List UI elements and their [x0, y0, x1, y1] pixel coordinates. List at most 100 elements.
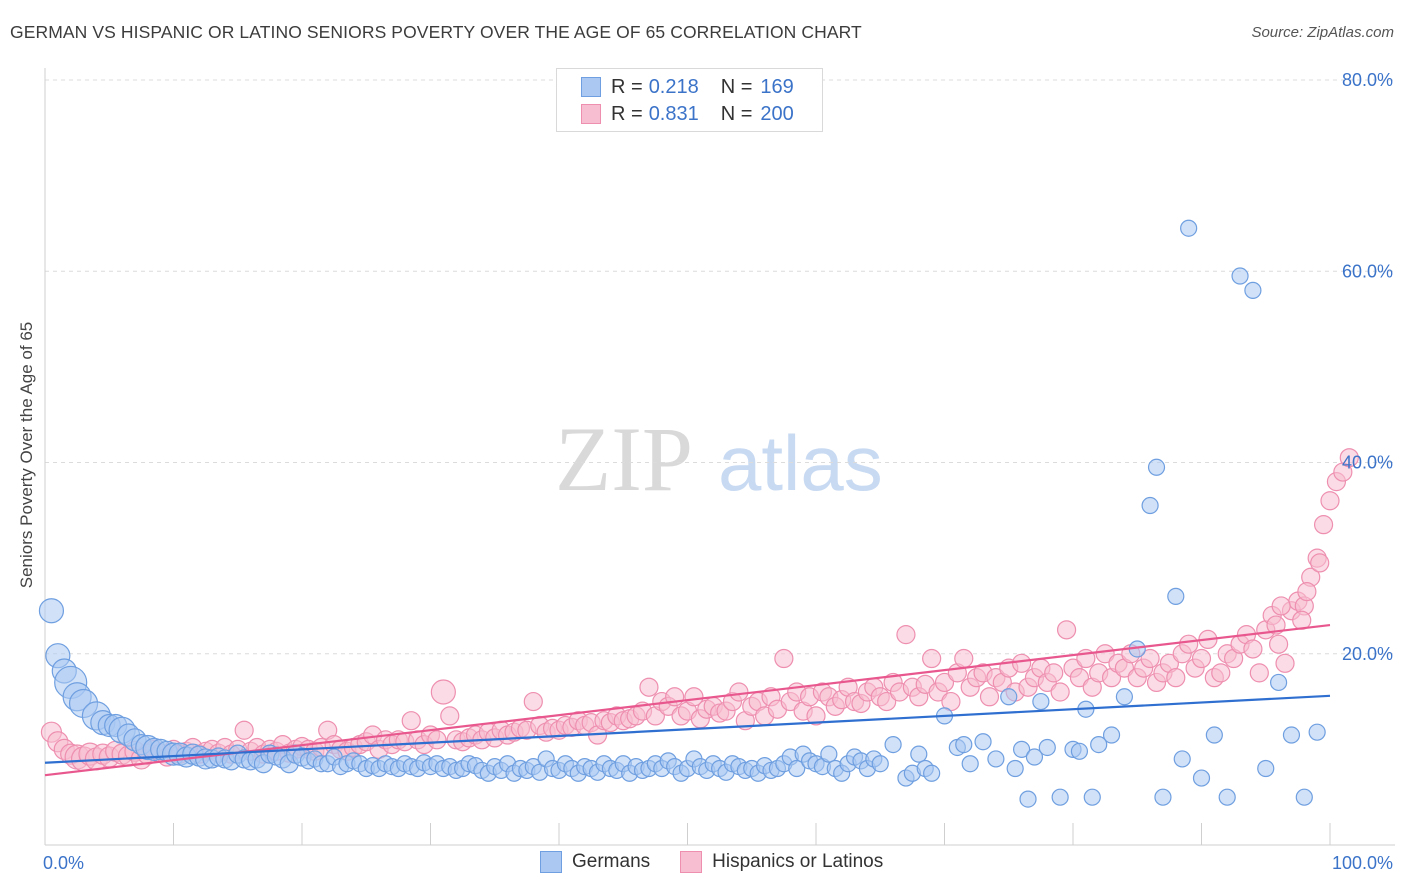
german-point — [1070, 742, 1089, 760]
x-tick-label: 100.0% — [1332, 853, 1393, 873]
german-point — [1180, 219, 1198, 237]
n-value: 200 — [760, 102, 794, 125]
german-point — [1147, 458, 1166, 476]
german-point — [884, 735, 902, 754]
hispanic-point — [922, 648, 942, 669]
german-point — [1218, 788, 1236, 806]
hispanics-points — [40, 448, 1359, 772]
hispanic-point — [1320, 491, 1340, 511]
hispanic-point — [877, 691, 897, 712]
german-point — [1032, 692, 1050, 711]
n-label: N = — [720, 75, 753, 98]
series-legend: Germans Hispanics or Latinos — [540, 851, 913, 873]
hispanic-point — [1266, 615, 1286, 635]
german-point — [910, 745, 928, 763]
stats-legend-germans: R = 0.218 N = 169 — [581, 74, 794, 100]
hispanic-point — [523, 691, 543, 712]
hispanic-point — [979, 687, 1000, 707]
german-point — [1000, 688, 1018, 706]
hispanic-point — [1095, 644, 1115, 664]
legend-item-germans[interactable]: Germans — [540, 851, 650, 873]
stats-legend: R = 0.218 N = 169 R = 0.831 N = 200 — [556, 68, 823, 132]
hispanic-point — [896, 625, 916, 645]
hispanic-point — [440, 706, 460, 726]
german-point — [1090, 735, 1108, 754]
y-axis-label: Seniors Poverty Over the Age of 65 — [17, 322, 36, 588]
german-point — [923, 764, 941, 782]
german-point — [1102, 726, 1121, 744]
hispanic-point — [234, 720, 254, 740]
hispanic-point — [684, 687, 704, 707]
hispanic-point — [1310, 553, 1330, 573]
r-value: 0.831 — [648, 102, 699, 125]
hispanic-point — [427, 730, 447, 750]
germans-swatch — [581, 77, 601, 97]
hispanic-point — [1069, 668, 1090, 688]
german-point — [961, 755, 979, 773]
legend-item-hispanics[interactable]: Hispanics or Latinos — [680, 851, 883, 873]
x-tick-label: 0.0% — [43, 853, 84, 873]
german-point — [1012, 740, 1031, 758]
hispanic-point — [401, 711, 421, 731]
hispanic-point — [1044, 663, 1064, 683]
german-point — [1295, 788, 1313, 806]
hispanic-point — [1191, 648, 1212, 669]
y-tick-label: 20.0% — [1342, 644, 1393, 664]
german-point — [1308, 723, 1326, 741]
n-value: 169 — [760, 75, 794, 98]
german-point — [1038, 738, 1056, 757]
hispanic-point — [954, 648, 974, 669]
german-point — [1173, 750, 1191, 768]
hispanic-point — [1271, 596, 1291, 616]
hispanic-point — [1275, 653, 1295, 673]
hispanic-point — [1249, 663, 1269, 683]
axes — [44, 68, 1395, 846]
german-point — [987, 750, 1005, 768]
german-point — [1051, 788, 1069, 806]
hispanic-point — [1339, 448, 1359, 468]
hispanic-point — [1211, 663, 1231, 683]
hispanics-legend-swatch — [680, 851, 703, 873]
hispanics-swatch — [581, 104, 601, 124]
y-tick-label: 80.0% — [1342, 70, 1393, 90]
germans-points — [38, 219, 1326, 808]
stats-legend-hispanics: R = 0.831 N = 200 — [581, 101, 794, 127]
r-label: R = — [611, 75, 643, 98]
source-label: Source: ZipAtlas.com — [1251, 24, 1394, 41]
y-tick-label: 60.0% — [1342, 261, 1393, 281]
german-point — [1269, 673, 1288, 692]
germans-legend-label: Germans — [572, 851, 651, 872]
hispanic-point — [1011, 653, 1032, 673]
hispanic-point — [774, 648, 794, 669]
hispanic-point — [806, 706, 826, 726]
german-point — [1019, 790, 1037, 808]
hispanic-point — [1179, 634, 1199, 654]
grid — [45, 79, 1395, 655]
hispanics-trend-line — [44, 623, 1331, 777]
german-point — [788, 759, 806, 778]
german-point — [38, 598, 65, 624]
hispanic-point — [1313, 515, 1334, 535]
hispanic-point — [1268, 634, 1289, 654]
hispanic-point — [1140, 648, 1160, 669]
german-point — [1141, 496, 1159, 515]
n-label: N = — [720, 102, 753, 125]
hispanic-point — [639, 677, 659, 697]
german-point — [1167, 587, 1185, 605]
germans-legend-swatch — [540, 851, 562, 873]
germans-trend-line — [44, 694, 1331, 764]
german-point — [1083, 788, 1101, 806]
hispanic-point — [1166, 668, 1186, 688]
tick-labels: 20.0% 40.0% 60.0% 80.0% 0.0% 100.0% — [43, 70, 1393, 873]
hispanic-point — [1243, 639, 1263, 659]
german-point — [955, 735, 973, 754]
watermark-zip: ZIP — [555, 408, 693, 510]
hispanic-point — [934, 672, 955, 693]
german-point — [820, 745, 838, 763]
german-point — [974, 733, 992, 751]
german-point — [1006, 759, 1024, 778]
german-point — [1205, 726, 1223, 744]
german-point — [1154, 788, 1172, 806]
german-point — [1231, 267, 1249, 285]
